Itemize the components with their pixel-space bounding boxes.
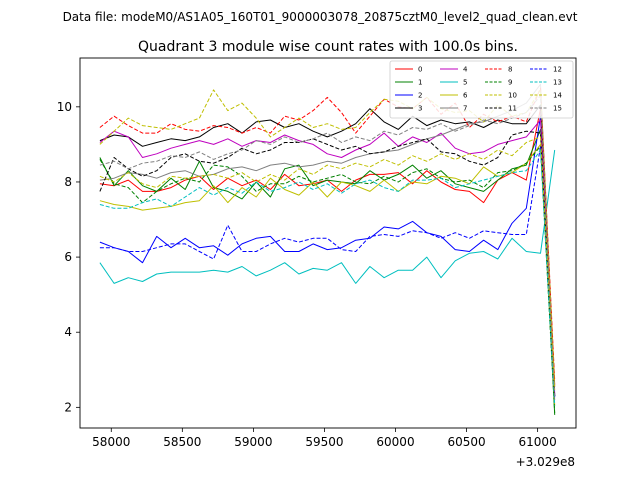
- legend-label-9: 9: [508, 79, 512, 87]
- series-line-15: [99, 95, 556, 400]
- y-tick-label: 6: [64, 250, 72, 264]
- series-line-8: [99, 87, 556, 382]
- series-line-3: [99, 104, 556, 397]
- series-line-6: [99, 143, 556, 406]
- legend-label-3: 3: [418, 105, 422, 113]
- chart-title: Quadrant 3 module wise count rates with …: [138, 39, 518, 55]
- series-line-2: [99, 115, 556, 397]
- legend-label-8: 8: [508, 66, 512, 74]
- x-tick-label: 60000: [376, 435, 414, 449]
- legend-label-7: 7: [463, 105, 467, 113]
- y-axis: 2 4 6 8 10: [57, 100, 80, 414]
- x-offset-label: +3.029e8: [516, 455, 575, 469]
- x-axis: 58000 58500 59000 59500 60000 60500 61000: [92, 428, 557, 449]
- series-line-9: [99, 145, 556, 414]
- series-line-4: [99, 119, 556, 395]
- x-tick-label: 58000: [92, 435, 130, 449]
- plot-frame: [79, 57, 577, 429]
- x-tick-label: 60500: [447, 435, 485, 449]
- data-file-title: Data file: modeM0/AS1A05_160T01_90000030…: [63, 10, 578, 24]
- legend-label-0: 0: [418, 66, 422, 74]
- legend-label-12: 12: [553, 66, 562, 74]
- x-tick-label: 59500: [305, 435, 343, 449]
- legend-label-13: 13: [553, 79, 562, 87]
- y-tick-label: 10: [57, 100, 72, 114]
- legend-label-5: 5: [463, 79, 467, 87]
- series-line-13: [99, 149, 556, 406]
- legend-label-1: 1: [418, 79, 422, 87]
- x-tick-label: 58500: [163, 435, 201, 449]
- series-line-14: [99, 136, 556, 391]
- series-line-5: [99, 149, 556, 284]
- y-tick-label: 4: [64, 325, 72, 339]
- legend-label-4: 4: [463, 66, 468, 74]
- legend-label-15: 15: [553, 105, 562, 113]
- legend-label-11: 11: [508, 105, 517, 113]
- y-tick-label: 8: [64, 175, 72, 189]
- series-line-10: [99, 89, 556, 387]
- legend-box: [389, 60, 574, 119]
- series-line-11: [99, 130, 556, 398]
- x-tick-label: 61000: [519, 435, 557, 449]
- legend-label-10: 10: [508, 92, 517, 100]
- legend-label-14: 14: [553, 92, 562, 100]
- x-tick-label: 59000: [234, 435, 272, 449]
- legend-label-2: 2: [418, 92, 422, 100]
- series-line-7: [99, 83, 556, 387]
- legend-label-6: 6: [463, 92, 468, 100]
- y-tick-label: 2: [64, 400, 72, 414]
- series-layer: [99, 83, 556, 415]
